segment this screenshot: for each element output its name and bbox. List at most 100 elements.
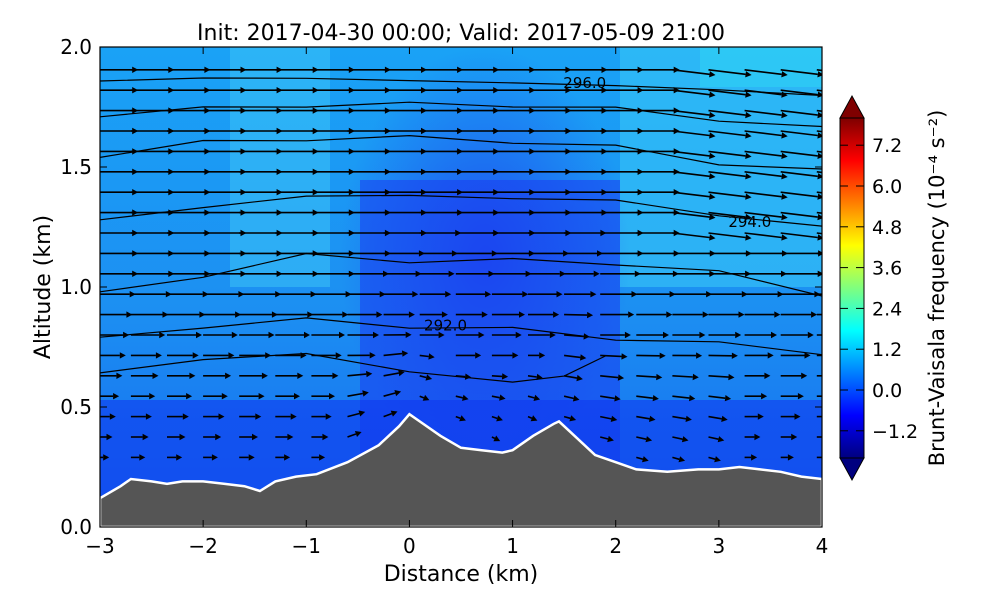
wind-vector [780,171,822,180]
isentrope-line [100,134,822,170]
wind-vector [816,415,822,418]
wind-vector [636,352,666,359]
wind-vector [708,171,752,180]
wind-vector [708,331,742,339]
wind-vector [744,171,788,180]
wind-vector [347,370,373,378]
wind-vector [672,394,696,402]
wind-vector [780,130,822,139]
wind-vector [780,232,822,241]
wind-vector [600,331,631,339]
wind-vector [600,435,614,443]
wind-vector [672,191,716,200]
colorbar-tick-label: 1.2 [872,339,902,361]
terrain [100,412,822,527]
isentrope-line [100,317,822,356]
wind-vector [564,250,603,257]
wind-vector [100,413,116,420]
wind-vector [167,372,196,379]
wind-vector [347,311,383,318]
wind-vector [527,394,541,401]
colorbar-tick-label: 2.4 [872,298,902,320]
wind-vector [563,415,577,422]
wind-vector [275,311,314,318]
wind-vector [419,291,452,298]
wind-vector [167,454,183,461]
wind-vector [383,331,412,338]
wind-vector [100,433,113,441]
wind-vector [239,331,275,339]
wind-vector [347,352,376,359]
wind-vector [780,311,818,318]
wind-vector [672,211,716,221]
wind-vector [708,150,752,159]
wind-vector [564,354,587,361]
wind-vector [275,393,300,400]
wind-vector [708,130,752,139]
wind-vector [275,413,297,420]
wind-vector [455,291,492,298]
wind-vector [672,352,703,359]
wind-vector [672,89,716,98]
contour-label: 296.0 [563,74,606,92]
contour-label: 294.0 [728,213,771,231]
wind-vector [167,311,206,318]
wind-vector [528,291,563,298]
wind-vector [167,413,189,420]
wind-vector [816,436,822,438]
wind-vector [708,436,725,443]
x-tick-label: 4 [816,534,829,558]
wind-vector [419,270,455,277]
x-tick-label: 2 [609,534,622,558]
wind-vector [708,395,732,402]
field-light-column-left [230,47,330,287]
wind-vector [100,393,120,400]
wind-vector [347,390,369,397]
y-tick-label: 2.0 [60,35,92,59]
wind-vector [780,331,814,339]
colorbar-label: Brunt-Vaisala frequency (10⁻⁴ s⁻²) [925,110,949,467]
wind-vector [455,352,482,359]
wind-vector [744,454,758,461]
colorbar-tick-label: 0.0 [872,380,902,402]
wind-vector [491,331,522,339]
wind-vector [816,69,822,72]
wind-vector [708,352,738,359]
wind-vector [600,291,638,298]
wind-vector [311,311,349,318]
wind-vector [528,352,546,359]
wind-vector [419,331,445,339]
wind-vector [203,413,225,420]
wind-vector [167,433,186,441]
wind-vector [780,433,798,441]
wind-vector [744,211,788,221]
wind-vector [130,352,162,359]
wind-vector [455,373,472,380]
wind-vector [672,171,716,180]
y-axis-label: Altitude (km) [31,215,56,359]
wind-vector [311,413,332,420]
wind-vector [311,393,335,400]
wind-vector [311,352,342,359]
wind-vector [636,415,656,422]
wind-vector [130,433,149,441]
wind-vector [564,270,600,277]
wind-vector [383,390,402,397]
wind-vector [239,433,258,441]
colorbar-tick-label: 4.8 [872,217,902,239]
wind-vector [383,311,415,318]
wind-vector [491,435,501,442]
wind-vector [100,331,130,339]
x-tick-label: −1 [292,534,321,558]
wind-vector [672,311,709,318]
wind-vector [275,454,291,461]
wind-vector [816,456,822,459]
colorbar-extend-bottom [839,457,865,482]
wind-vector [708,69,752,78]
wind-vector [383,369,405,377]
wind-vector [708,191,752,200]
wind-vector [311,433,329,441]
wind-vector [780,69,822,78]
y-axis: 0.0 0.5 1.0 1.5 2.0 [60,35,822,539]
wind-vector [600,311,635,318]
